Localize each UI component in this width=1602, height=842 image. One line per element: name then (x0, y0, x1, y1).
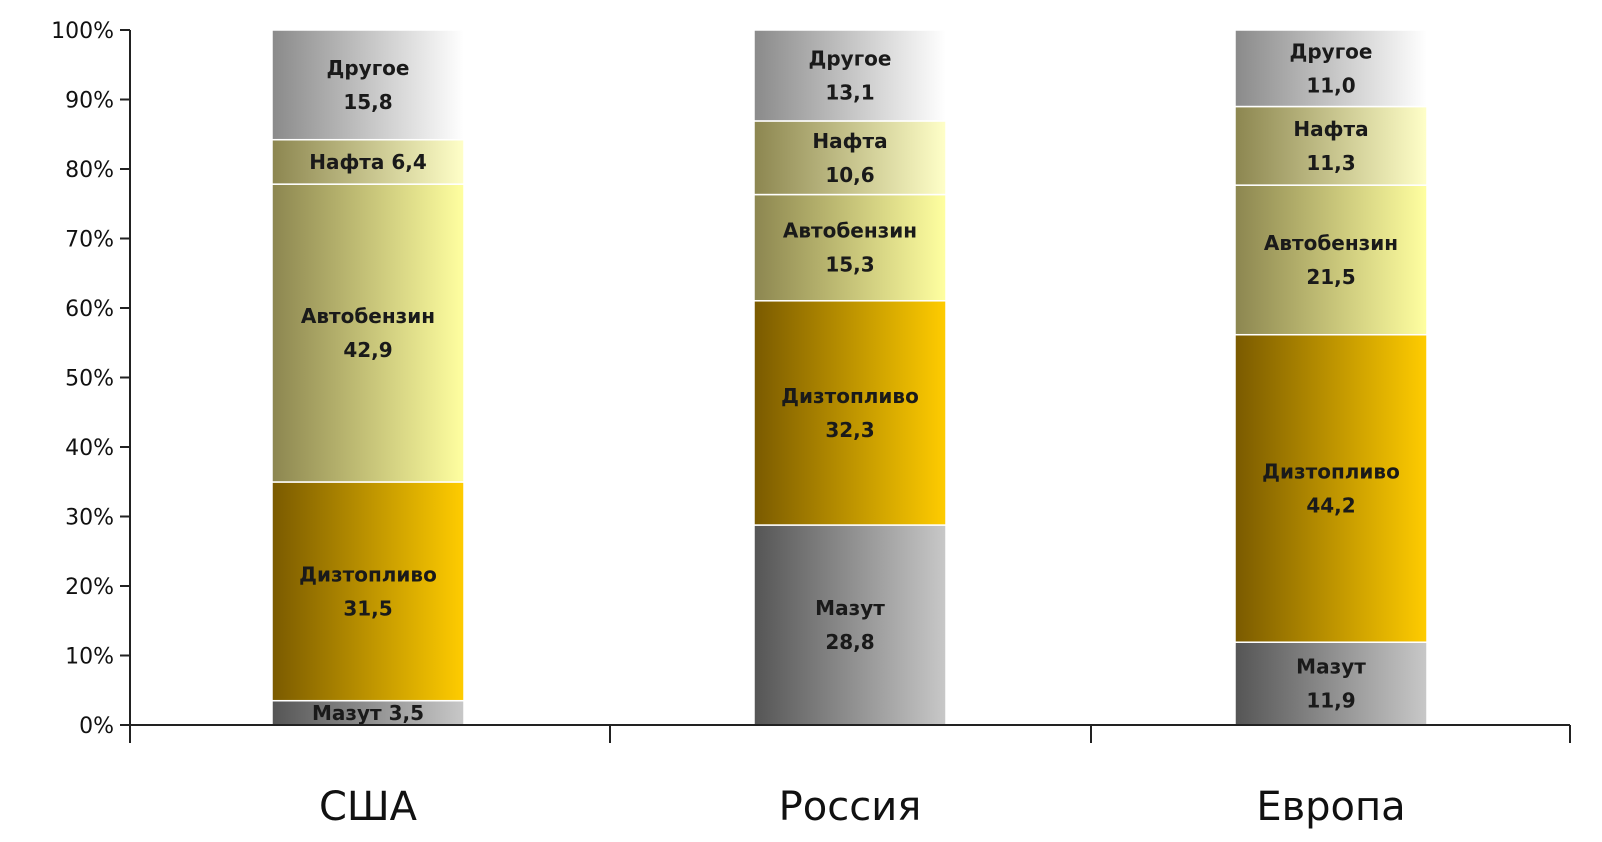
y-tick-label: 30% (65, 506, 114, 531)
y-tick-label: 70% (65, 228, 114, 253)
bar-segment-другое-2 (753, 29, 947, 122)
bar-segment-мазут-1 (271, 699, 465, 726)
bar-segment-автобензин-3 (1234, 184, 1428, 336)
segment-label-нафта-1: Нафта 6,4 (309, 150, 427, 174)
bar-segment-дизтопливо-2 (753, 300, 947, 526)
segment-label-другое-3: Другое 11,0 (1290, 39, 1373, 97)
segment-label-мазут-3: Мазут 11,9 (1296, 655, 1366, 713)
segment-label-дизтопливо-2: Дизтопливо 32,3 (781, 384, 919, 442)
segment-label-автобензин-3: Автобензин 21,5 (1264, 231, 1398, 289)
segment-label-мазут-1: Мазут 3,5 (312, 701, 424, 725)
segment-label-другое-2: Другое 13,1 (809, 46, 892, 104)
segment-label-дизтопливо-3: Дизтопливо 44,2 (1262, 459, 1400, 517)
y-tick-label: 0% (79, 714, 114, 739)
bar-segment-дизтопливо-3 (1234, 333, 1428, 643)
segment-label-дизтопливо-1: Дизтопливо 31,5 (299, 562, 437, 620)
segment-label-другое-1: Другое 15,8 (327, 56, 410, 114)
x-category-label-1: США (319, 784, 418, 830)
segment-label-мазут-2: Мазут 28,8 (815, 596, 885, 654)
y-tick-label: 10% (65, 645, 114, 670)
bar-segment-нафта-1 (271, 138, 465, 185)
y-tick-label: 100% (51, 19, 114, 44)
y-tick-label: 20% (65, 575, 114, 600)
bar-segment-мазут-2 (753, 524, 947, 726)
bar-segment-другое-1 (271, 29, 465, 141)
x-category-label-2: Россия (779, 784, 922, 830)
y-tick-label: 40% (65, 436, 114, 461)
x-category-label-3: Европа (1256, 784, 1405, 830)
y-tick-label: 80% (65, 158, 114, 183)
axes-layer: 0% 10% 20% 30% 40% 50% 60% 70% 80% 90% 100% США Росс… (51, 19, 1571, 830)
y-tick-label: 90% (65, 89, 114, 114)
bar-segment-мазут-3 (1234, 641, 1428, 726)
y-tick-label: 50% (65, 367, 114, 392)
y-tick-label: 60% (65, 297, 114, 322)
labels-layer: Мазут 3,5 Дизтопливо 31,5 Автобензин 42,9 Наф… (299, 39, 1400, 725)
bars-layer (271, 29, 1428, 726)
segment-label-автобензин-2: Автобензин 15,3 (783, 219, 917, 277)
bar-segment-автобензин-2 (753, 193, 947, 302)
segment-label-автобензин-1: Автобензин 42,9 (301, 304, 435, 362)
bar-segment-автобензин-1 (271, 183, 465, 483)
bar-segment-другое-3 (1234, 29, 1428, 108)
bar-segment-дизтопливо-1 (271, 481, 465, 702)
bar-segment-нафта-2 (753, 120, 947, 196)
segment-label-нафта-2: Нафта 10,6 (812, 129, 887, 187)
segment-label-нафта-3: Нафта 11,3 (1293, 117, 1368, 175)
